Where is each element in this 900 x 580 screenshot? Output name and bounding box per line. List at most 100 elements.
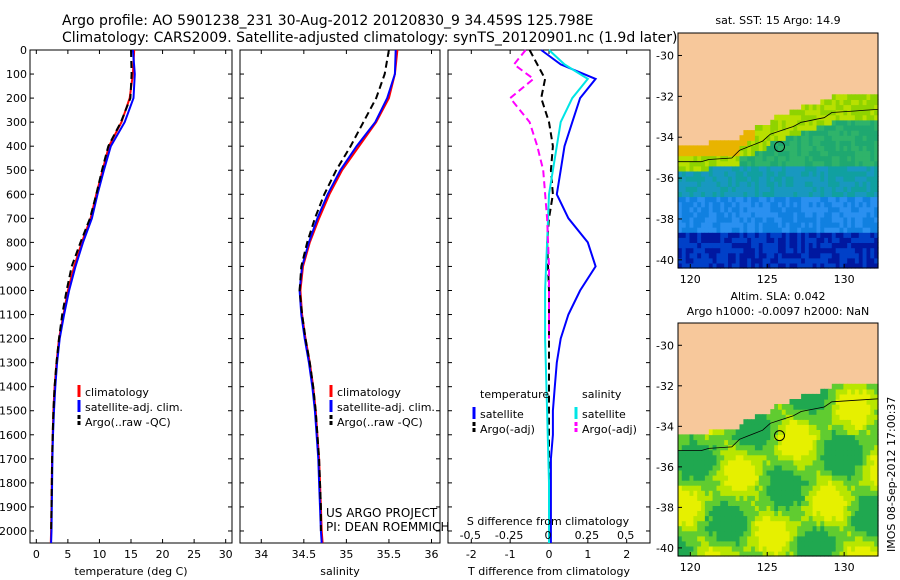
- map-cell: [766, 500, 771, 506]
- map-cell: [724, 216, 729, 223]
- map-cell: [720, 140, 725, 146]
- map-cell: [747, 550, 752, 557]
- map-cell: [835, 176, 841, 182]
- map-cell: [793, 176, 798, 182]
- map-cell: [824, 181, 829, 187]
- map-cell: [693, 495, 698, 501]
- map-cell: [793, 206, 798, 213]
- map-cell: [739, 429, 744, 436]
- map-cell: [828, 540, 833, 547]
- map-cell: [843, 186, 848, 192]
- map-cell: [874, 520, 879, 527]
- map-cell: [812, 227, 817, 233]
- map-cell: [774, 409, 779, 415]
- map-cell: [870, 454, 875, 461]
- map-cell: [866, 155, 871, 162]
- map-cell: [712, 252, 717, 259]
- map-cell: [847, 125, 852, 131]
- map-cell: [720, 201, 725, 208]
- map-cell: [697, 155, 702, 162]
- map-cell: [770, 130, 775, 136]
- map-cell: [816, 449, 821, 456]
- map-cell: [712, 454, 717, 461]
- map-cell: [781, 490, 787, 496]
- map-cell: [728, 145, 733, 152]
- map-cell: [720, 545, 725, 552]
- map-cell: [851, 135, 856, 141]
- map-cell: [804, 257, 810, 264]
- map-cell: [801, 252, 806, 259]
- map-cell: [731, 550, 737, 557]
- map-cell: [804, 530, 810, 537]
- map-cell: [828, 247, 833, 254]
- map-cell: [870, 393, 875, 400]
- map-cell: [820, 196, 825, 203]
- map-cell: [835, 222, 841, 228]
- map-cell: [828, 150, 833, 157]
- map-cell: [685, 540, 691, 547]
- map-cell: [835, 495, 841, 501]
- plot-frame-salinity: [239, 49, 441, 544]
- map-cell: [731, 459, 737, 466]
- map-cell: [789, 257, 794, 264]
- map-cell: [874, 262, 879, 269]
- map-cell: [816, 393, 821, 400]
- map-cell: [816, 459, 821, 466]
- legend-title-temperature: temperature: [480, 388, 549, 401]
- map-cell: [801, 140, 806, 146]
- map-cell: [701, 505, 706, 511]
- map-cell: [789, 109, 794, 116]
- map-cell: [739, 475, 744, 481]
- map-cell: [831, 429, 837, 436]
- map-cell: [816, 186, 821, 192]
- map-cell: [847, 181, 852, 187]
- map-cell: [747, 135, 752, 141]
- map-cell: [847, 530, 852, 537]
- map-cell: [747, 262, 752, 269]
- series-line-climatology: [49, 49, 136, 544]
- map-cell: [854, 196, 860, 203]
- map-cell: [762, 424, 767, 430]
- map-cell: [754, 464, 760, 471]
- map-cell: [712, 176, 717, 182]
- map-cell: [678, 206, 683, 213]
- plot-frame-temperature: [29, 49, 233, 544]
- map-cell: [758, 155, 764, 162]
- map-cell: [843, 388, 848, 395]
- map-cell: [874, 464, 879, 471]
- map-cell: [785, 480, 791, 486]
- map-cell: [678, 475, 683, 481]
- map-cell: [789, 419, 794, 425]
- map-cell: [685, 201, 691, 208]
- map-cell: [854, 530, 860, 537]
- map-cell: [874, 104, 879, 111]
- map-cell: [735, 232, 741, 238]
- map-cell: [762, 211, 767, 218]
- map-cell: [708, 262, 714, 269]
- map-cell: [762, 500, 767, 506]
- map-cell: [778, 429, 783, 436]
- map-cell: [739, 525, 744, 532]
- map-cell: [828, 399, 833, 405]
- map-cell: [704, 535, 710, 542]
- map-cell: [858, 444, 864, 451]
- map-cell: [678, 525, 683, 532]
- map-cell: [689, 500, 694, 506]
- map-cell: [693, 196, 698, 203]
- map-cell: [793, 520, 798, 527]
- map-cell: [851, 181, 856, 187]
- map-cell: [831, 119, 837, 126]
- map-cell: [701, 540, 706, 547]
- map-cell: [762, 262, 767, 269]
- map-cell: [862, 109, 867, 116]
- map-cell: [758, 500, 764, 506]
- map-cell: [716, 155, 721, 162]
- map-cell: [785, 247, 791, 254]
- map-cell: [808, 535, 814, 542]
- map-cell: [858, 424, 864, 430]
- map-cell: [785, 490, 791, 496]
- map-cell: [816, 135, 821, 141]
- map-cell: [835, 165, 841, 172]
- map-cell: [766, 181, 771, 187]
- map-cell: [762, 464, 767, 471]
